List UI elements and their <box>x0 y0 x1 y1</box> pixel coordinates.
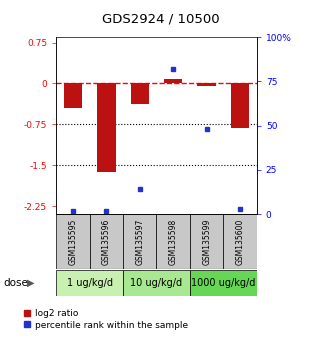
Legend: log2 ratio, percentile rank within the sample: log2 ratio, percentile rank within the s… <box>24 309 188 330</box>
Text: GDS2924 / 10500: GDS2924 / 10500 <box>102 12 219 25</box>
Bar <box>56 214 90 269</box>
Bar <box>190 270 257 296</box>
Bar <box>97 84 116 172</box>
Text: GSM135598: GSM135598 <box>169 218 178 265</box>
Bar <box>56 270 123 296</box>
Text: GSM135600: GSM135600 <box>236 218 245 265</box>
Bar <box>164 79 182 84</box>
Bar <box>231 84 249 128</box>
Text: GSM135596: GSM135596 <box>102 218 111 265</box>
Text: 1000 ug/kg/d: 1000 ug/kg/d <box>191 278 256 288</box>
Text: GSM135599: GSM135599 <box>202 218 211 265</box>
Bar <box>123 214 157 269</box>
Bar <box>90 214 123 269</box>
Text: 1 ug/kg/d: 1 ug/kg/d <box>67 278 113 288</box>
Bar <box>190 214 223 269</box>
Bar <box>123 270 190 296</box>
Text: GSM135595: GSM135595 <box>68 218 77 265</box>
Text: ▶: ▶ <box>27 278 35 288</box>
Bar <box>197 84 216 86</box>
Bar <box>64 84 82 108</box>
Text: 10 ug/kg/d: 10 ug/kg/d <box>130 278 183 288</box>
Bar <box>223 214 257 269</box>
Bar <box>131 84 149 104</box>
Bar <box>157 214 190 269</box>
Text: GSM135597: GSM135597 <box>135 218 144 265</box>
Text: dose: dose <box>3 278 28 288</box>
